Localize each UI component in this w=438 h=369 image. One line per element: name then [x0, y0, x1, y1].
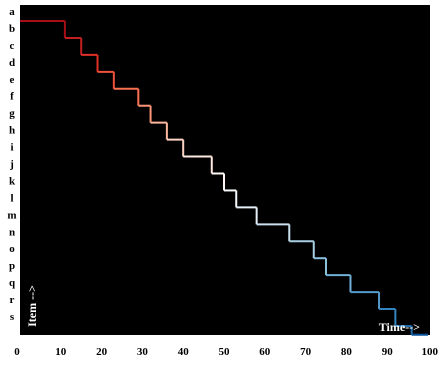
y-tick-label: b: [9, 23, 15, 35]
x-tick-label: 0: [14, 346, 20, 358]
y-tick-label: o: [9, 243, 15, 255]
x-tick-label: 60: [259, 346, 271, 358]
y-tick-label: s: [10, 311, 15, 323]
x-tick-label: 90: [382, 346, 394, 358]
x-tick-labels: 0 10 20 30 40 50 60 70 80 90 100: [14, 346, 438, 358]
y-tick-label: h: [9, 125, 15, 137]
x-tick-label: 20: [96, 346, 108, 358]
y-tick-label: g: [9, 108, 15, 120]
x-tick-label: 10: [55, 346, 67, 358]
y-axis-label: Item -->: [25, 285, 39, 327]
y-tick-label: i: [10, 142, 13, 154]
y-tick-label: l: [10, 192, 13, 204]
y-tick-label: d: [9, 57, 15, 69]
y-tick-label: p: [9, 260, 15, 272]
x-tick-label: 50: [219, 346, 231, 358]
x-tick-label: 30: [137, 346, 149, 358]
y-tick-label: c: [10, 40, 15, 52]
x-tick-label: 70: [300, 346, 312, 358]
y-tick-label: n: [9, 226, 15, 238]
y-tick-label: r: [10, 294, 15, 306]
x-tick-label: 100: [422, 346, 438, 358]
y-tick-label: q: [9, 277, 16, 289]
y-tick-label: e: [10, 74, 15, 86]
y-tick-label: f: [10, 91, 14, 103]
x-tick-label: 40: [178, 346, 190, 358]
x-tick-label: 80: [341, 346, 353, 358]
y-tick-label: j: [9, 159, 14, 171]
y-tick-label: m: [7, 209, 16, 221]
y-tick-label: k: [9, 175, 16, 187]
y-tick-label: a: [9, 6, 15, 18]
x-axis-label: Time-->: [379, 320, 420, 334]
